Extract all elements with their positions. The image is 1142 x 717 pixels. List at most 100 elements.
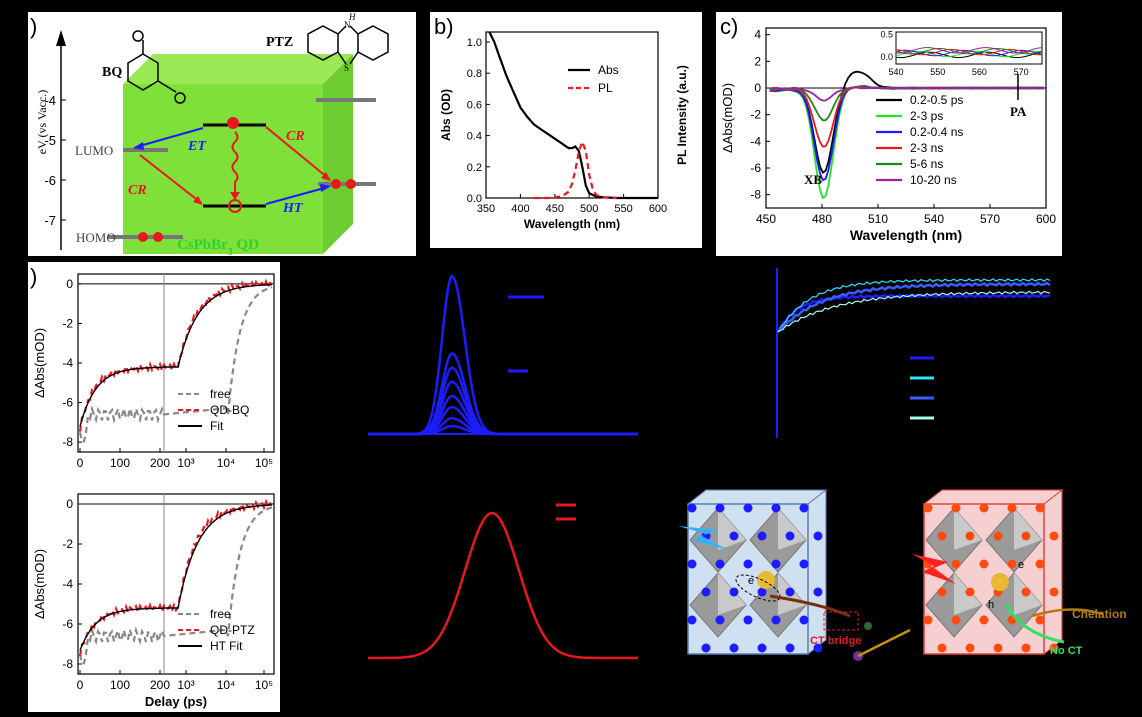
energy-diagram: -4 -5 -6 -7 eV (vs Vacc.) LUMO HOMO ET CR C… (28, 12, 389, 256)
crystal-top (686, 489, 828, 505)
d-ytick-label: 0 (66, 497, 73, 511)
h-label: h (880, 623, 886, 635)
d-ytick-label: -2 (62, 316, 73, 330)
d-xtick-label: 100 (110, 456, 130, 470)
svg-text:N: N (344, 20, 351, 30)
c-ytick-label: -2 (750, 108, 761, 122)
bluepl-spectrum (368, 380, 638, 436)
bluepl-spectrum (368, 424, 638, 436)
lattice-atom (1035, 615, 1045, 625)
cr-label-2: CR (128, 183, 147, 198)
octahedron-face (1014, 508, 1042, 550)
lattice-atom (979, 615, 989, 625)
c-xlabel: Wavelength (nm) (850, 227, 962, 243)
lattice-atom (799, 503, 809, 513)
lattice-atom (715, 559, 725, 569)
lattice-atom (923, 503, 933, 513)
decay-trace (777, 278, 1051, 333)
d-xtick-label: 10⁵ (255, 456, 273, 470)
c-ylabel: ΔAbs(mOD) (720, 83, 735, 153)
d-xtick-label: 200 (150, 456, 170, 470)
lattice-atom (729, 531, 739, 541)
lattice-atom (757, 531, 767, 541)
c-inset-xtick: 550 (930, 67, 945, 77)
c-inset-ytick: 0.0 (880, 52, 893, 62)
lattice-atom (965, 643, 975, 653)
panel-b-label: b) (434, 14, 454, 39)
svg-text:O: O (28, 12, 29, 13)
lattice-atom (771, 559, 781, 569)
red-pl-spectrum (368, 503, 638, 660)
lattice-atom (993, 531, 1003, 541)
c-legend-label: 2-3 ns (910, 141, 943, 155)
e-label-2: e (1018, 559, 1024, 571)
b-xtick-label: 600 (649, 203, 667, 215)
d-frame (77, 493, 275, 675)
a-ytick-label: -7 (44, 213, 56, 228)
crystal-side (1043, 488, 1063, 656)
c-legend-label: 5-6 ns (910, 157, 943, 171)
c-legend-label: 0.2-0.4 ns (910, 125, 963, 139)
lattice-atom (799, 615, 809, 625)
ptz-label: PTZ (266, 35, 293, 50)
c-xtick-label: 450 (756, 212, 776, 226)
c-series-line (769, 86, 1045, 102)
qd-particle (757, 571, 775, 589)
perovskite-schematic: e e h CT bridge h No CT Chelation (678, 488, 1127, 661)
d-series-line (79, 283, 273, 427)
lattice-atom (687, 503, 697, 513)
lattice-atom (1049, 643, 1059, 653)
lattice-atom (1049, 531, 1059, 541)
homo-label: HOMO (76, 230, 116, 245)
octahedron-face (718, 508, 746, 550)
ct-bridge-path (769, 594, 851, 618)
ct-box (823, 611, 859, 631)
d-ytick-label: -2 (62, 537, 73, 551)
c-xtick-label: 480 (812, 212, 832, 226)
b-frame (485, 31, 659, 199)
c-xtick-label: 540 (924, 212, 944, 226)
a-ytick-label: -4 (44, 93, 56, 108)
c-ytick-label: 2 (754, 54, 761, 68)
b-ytick-label: 0.4 (467, 131, 482, 143)
c-inset-line (895, 48, 1043, 56)
lattice-atom (757, 643, 767, 653)
lattice-atom (687, 615, 697, 625)
a-ytick-label: -6 (44, 173, 56, 188)
lattice-atom (757, 587, 767, 597)
b-series-pl (534, 138, 617, 200)
lattice-atom (1035, 559, 1045, 569)
lattice-atom (1035, 503, 1045, 513)
decay-traces (776, 268, 1051, 438)
a-ylabel: eV (vs Vacc.) (35, 90, 49, 155)
cr-label-1: CR (286, 129, 305, 144)
d-series-line (79, 504, 273, 651)
d-ytick-label: -8 (62, 657, 73, 671)
lattice-atom (771, 615, 781, 625)
lattice-atom (715, 503, 725, 513)
lattice-atom (937, 643, 947, 653)
lattice-atom (1021, 531, 1031, 541)
d-legend-label: QD-PTZ (210, 623, 255, 637)
d-legend-label: QD-BQ (210, 403, 249, 417)
d-xtick-label: 10⁴ (217, 456, 236, 470)
et-label: ET (187, 139, 207, 154)
octahedron-face (954, 508, 982, 550)
svg-text:O: O (28, 12, 29, 13)
c-inset-line (895, 47, 1043, 54)
lattice-atom (813, 587, 823, 597)
c-ytick-label: 4 (754, 28, 761, 42)
lattice-atom (771, 503, 781, 513)
octahedron-face (778, 508, 806, 550)
c-ytick-label: -8 (750, 188, 761, 202)
d-ytick-label: -4 (62, 577, 73, 591)
blue-pl-spectra (368, 274, 638, 436)
lattice-atom (1021, 643, 1031, 653)
a-ytick-label: -5 (44, 133, 56, 148)
c-inset-xtick: 570 (1014, 67, 1029, 77)
c-xtick-label: 510 (868, 212, 888, 226)
bluepl-spectrum (368, 366, 638, 436)
d-xtick-label: 10⁴ (217, 678, 236, 692)
decay-trace (776, 293, 1051, 333)
lattice-atom (743, 559, 753, 569)
